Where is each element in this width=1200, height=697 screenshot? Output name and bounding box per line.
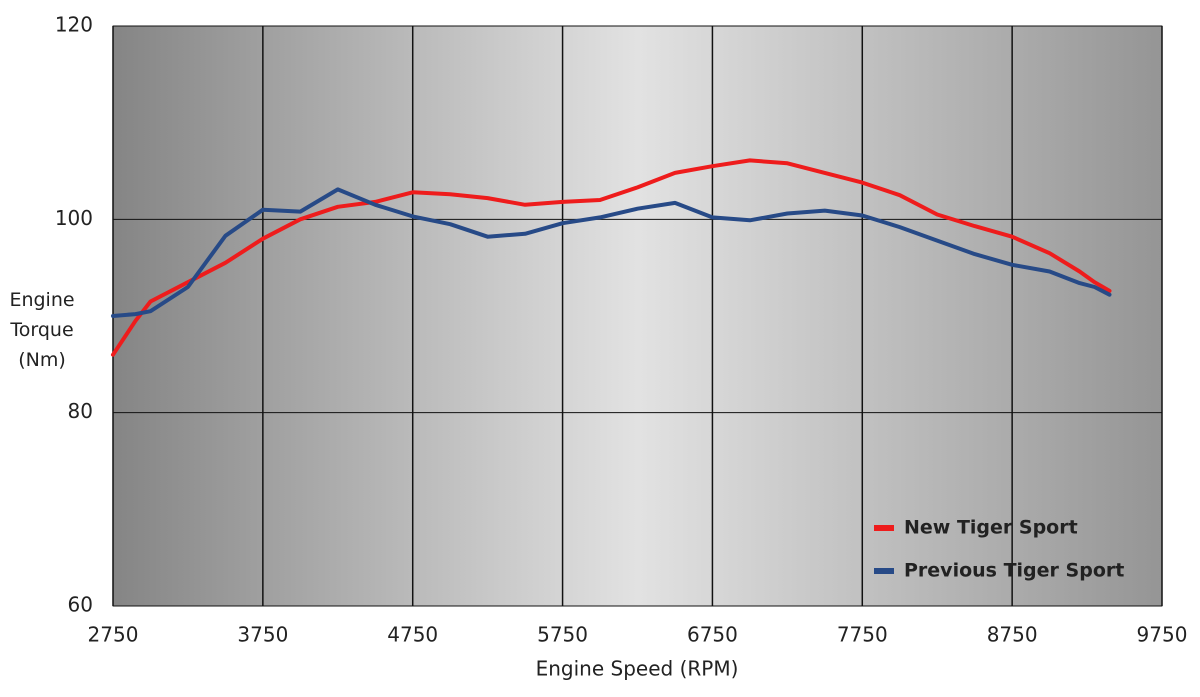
x-tick-label: 2750 <box>88 623 139 647</box>
line-series <box>111 187 1112 318</box>
y-tick-label: 100 <box>55 206 93 230</box>
x-tick-label: 4750 <box>387 623 438 647</box>
line-series <box>111 158 1112 357</box>
y-tick-label: 60 <box>68 593 93 617</box>
x-tick-label: 8750 <box>987 623 1038 647</box>
y-tick-label: 120 <box>55 13 93 37</box>
plot-area <box>112 25 1163 607</box>
x-tick-label: 3750 <box>237 623 288 647</box>
x-tick-label: 9750 <box>1137 623 1188 647</box>
x-tick-label: 7750 <box>837 623 888 647</box>
x-tick-label: 5750 <box>537 623 588 647</box>
legend-label: New Tiger Sport <box>904 517 1078 539</box>
y-tick-label: 80 <box>68 399 93 423</box>
x-axis-label: Engine Speed (RPM) <box>536 657 739 681</box>
x-tick-label: 6750 <box>687 623 738 647</box>
legend-label: Previous Tiger Sport <box>904 560 1124 582</box>
y-axis-label: Engine Torque (Nm) <box>9 289 75 371</box>
